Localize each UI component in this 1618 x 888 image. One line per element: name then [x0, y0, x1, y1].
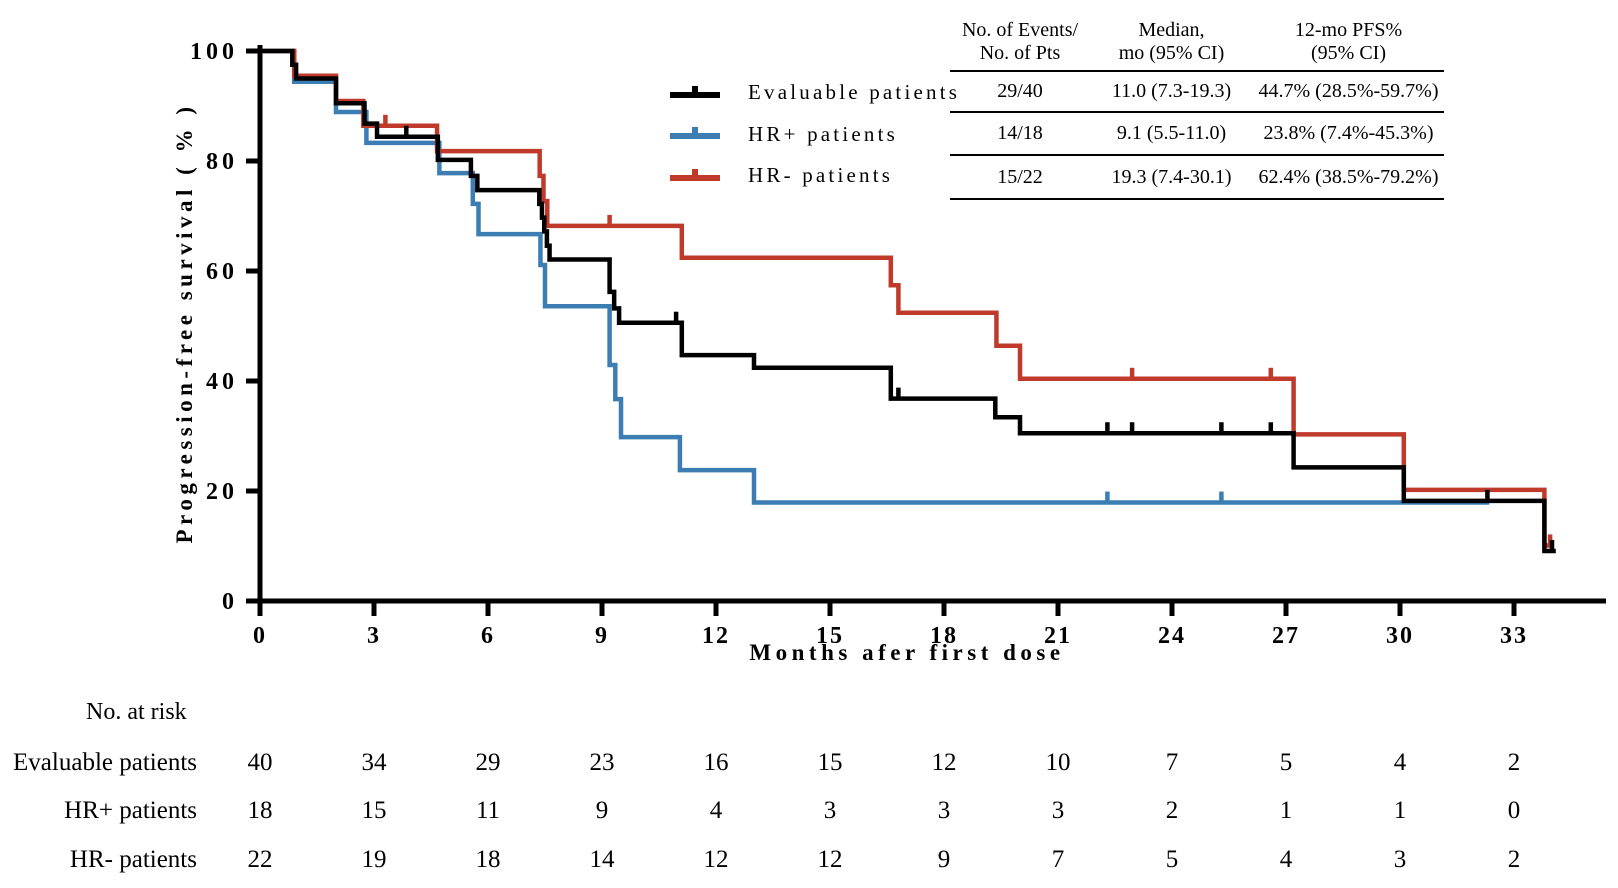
censor-marks-hr-patients: [1105, 491, 1224, 501]
legend-item-hr-minus-patients: HR- patients: [668, 155, 960, 197]
at-risk-count: 2: [1507, 846, 1521, 873]
legend-item-hr-plus-patients: HR+ patients: [668, 114, 960, 156]
x-tick-label-6: 6: [481, 623, 495, 649]
x-tick-label-33: 33: [1500, 623, 1528, 649]
at-risk-count: 9: [937, 846, 951, 873]
km-line-marker-red: [670, 168, 720, 181]
stats-cell-median-hr-plus: 9.1 (5.5-11.0): [1090, 113, 1253, 156]
stats-cell-pfs12-hr-minus: 62.4% (38.5%-79.2%): [1253, 156, 1444, 200]
stats-header-line: (95% CI): [1311, 42, 1386, 64]
at-risk-count: 5: [1279, 749, 1293, 776]
at-risk-row-evaluable: Evaluable patients 40 34 29 23 16 15 12 10 7 5 4 2: [0, 749, 1618, 779]
stats-header-line: 12-mo PFS%: [1294, 19, 1403, 41]
at-risk-count: 16: [703, 749, 729, 776]
at-risk-count: 3: [823, 797, 837, 824]
at-risk-count: 23: [589, 749, 615, 776]
at-risk-row-label: Evaluable patients: [13, 749, 197, 776]
at-risk-count: 1: [1279, 797, 1293, 824]
at-risk-count: 4: [709, 797, 723, 824]
x-tick-label-18: 18: [930, 623, 958, 649]
stats-table: No. of Events/ No. of Pts Median, mo (95…: [950, 16, 1444, 200]
at-risk-count: 1: [1393, 797, 1407, 824]
legend-label: HR+ patients: [748, 121, 898, 146]
x-tick-label-0: 0: [253, 623, 267, 649]
at-risk-count: 2: [1165, 797, 1179, 824]
at-risk-count: 2: [1507, 749, 1521, 776]
y-axis-label: Progression-free survival ( % ): [172, 102, 197, 543]
at-risk-count: 18: [475, 846, 501, 873]
at-risk-count: 14: [589, 846, 615, 873]
at-risk-count: 10: [1045, 749, 1071, 776]
stats-header-median: Median, mo (95% CI): [1090, 16, 1253, 72]
legend-item-evaluable-patients: Evaluable patients: [668, 72, 960, 114]
y-tick-label-40: 40: [206, 369, 238, 395]
x-tick-label-21: 21: [1044, 623, 1072, 649]
y-tick-label-0: 0: [222, 589, 238, 615]
at-risk-count: 4: [1279, 846, 1293, 873]
at-risk-count: 3: [1051, 797, 1065, 824]
stats-cell-median-hr-minus: 19.3 (7.4-30.1): [1090, 156, 1253, 200]
x-tick-label-3: 3: [367, 623, 381, 649]
stats-cell-pfs12-evaluable: 44.7% (28.5%-59.7%): [1253, 72, 1444, 113]
x-tick-label-15: 15: [816, 623, 844, 649]
stats-header-line: No. of Events/: [961, 19, 1079, 41]
km-plot-canvas: 0 20 40 60 80 100 0 3 6 9 12 15 18 21 24 27 30 33 Progress…: [172, 39, 1606, 665]
km-curve-hr-patients: [260, 48, 1490, 505]
legend: Evaluable patients HR+ patients HR- pati…: [668, 72, 960, 197]
at-risk-count: 19: [361, 846, 387, 873]
at-risk-count: 4: [1393, 749, 1407, 776]
at-risk-count: 18: [247, 797, 273, 824]
x-tick-label-12: 12: [702, 623, 730, 649]
stats-header-events: No. of Events/ No. of Pts: [950, 16, 1090, 72]
at-risk-count: 5: [1165, 846, 1179, 873]
at-risk-count: 34: [361, 749, 387, 776]
at-risk-count: 12: [703, 846, 729, 873]
at-risk-row-label: HR- patients: [69, 846, 197, 873]
censor-marks-hr-patients: [383, 114, 1553, 544]
at-risk-count: 0: [1507, 797, 1521, 824]
stats-header-line: Median,: [1138, 19, 1205, 41]
at-risk-count: 22: [247, 846, 273, 873]
legend-label: Evaluable patients: [748, 80, 961, 105]
at-risk-row-label: HR+ patients: [64, 797, 197, 824]
stats-header-line: mo (95% CI): [1118, 42, 1225, 64]
at-risk-count: 7: [1165, 749, 1179, 776]
x-tick-label-30: 30: [1386, 623, 1414, 649]
at-risk-count: 9: [595, 797, 609, 824]
at-risk-row-hr-plus: HR+ patients 18 15 11 9 4 3 3 3 2 1 1 0: [0, 797, 1618, 827]
at-risk-count: 29: [475, 749, 501, 776]
x-tick-label-9: 9: [595, 623, 609, 649]
at-risk-title: No. at risk: [86, 699, 187, 725]
stats-header-line: No. of Pts: [979, 42, 1061, 64]
legend-label: HR- patients: [748, 163, 894, 188]
x-axis-label: Months afer first dose: [749, 640, 1064, 665]
y-tick-label-20: 20: [206, 479, 238, 505]
at-risk-count: 3: [1393, 846, 1407, 873]
stats-cell-pfs12-hr-plus: 23.8% (7.4%-45.3%): [1253, 113, 1444, 156]
at-risk-count: 3: [937, 797, 951, 824]
stats-header-pfs12: 12-mo PFS% (95% CI): [1253, 16, 1444, 72]
at-risk-count: 7: [1051, 846, 1065, 873]
at-risk-count: 40: [247, 749, 273, 776]
stats-cell-events-hr-plus: 14/18: [950, 113, 1090, 156]
stats-cell-events-evaluable: 29/40: [950, 72, 1090, 113]
x-tick-label-24: 24: [1158, 623, 1186, 649]
stats-cell-events-hr-minus: 15/22: [950, 156, 1090, 200]
km-line-marker-blue: [670, 127, 720, 140]
at-risk-count: 12: [931, 749, 957, 776]
at-risk-count: 15: [361, 797, 387, 824]
at-risk-count: 12: [817, 846, 843, 873]
at-risk-count: 11: [475, 797, 501, 824]
x-tick-label-27: 27: [1272, 623, 1300, 649]
stats-cell-median-evaluable: 11.0 (7.3-19.3): [1090, 72, 1253, 113]
at-risk-row-hr-minus: HR- patients 22 19 18 14 12 12 9 7 5 4 3 2: [0, 846, 1618, 876]
y-tick-label-100: 100: [190, 39, 238, 65]
km-line-marker-black: [670, 85, 720, 98]
censor-marks-evaluable-patients: [404, 125, 1555, 549]
y-tick-label-60: 60: [206, 259, 238, 285]
y-tick-label-80: 80: [206, 149, 238, 175]
at-risk-count: 15: [817, 749, 843, 776]
km-curve-evaluable-patients: [260, 48, 1556, 554]
